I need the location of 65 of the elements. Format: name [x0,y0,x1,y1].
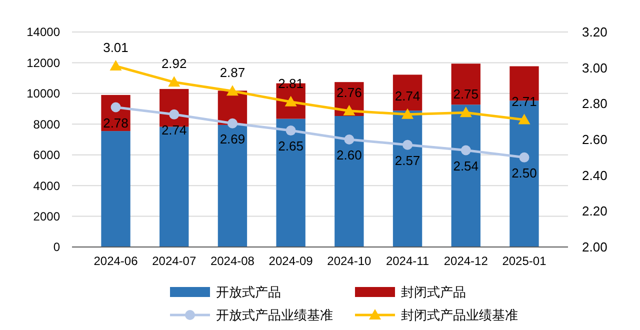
point [227,118,238,128]
point [168,76,180,87]
y-tick-label: 8000 [33,117,60,132]
data-label: 2.50 [512,165,537,180]
point [110,60,122,71]
y-tick-label: 6000 [33,148,60,162]
point [402,108,414,119]
data-label: 2.54 [453,158,479,174]
x-tick-label: 2024-10 [327,254,372,268]
y2-tick-label: 2.60 [582,132,608,148]
legend-label: 开放式产品 [216,284,281,300]
point [110,102,121,112]
bar [101,131,130,247]
legend-label: 封闭式产品业绩基准 [401,308,518,323]
point [460,145,471,156]
y2-tick-label: 2.20 [582,204,608,219]
bar [334,116,364,247]
point [402,140,413,150]
bar [392,110,422,247]
x-tick-label: 2024-09 [268,254,314,268]
legend-label: 封闭式产品 [401,284,466,300]
point [344,134,354,144]
point [518,114,530,124]
x-tick-label: 2024-12 [444,254,488,268]
data-label: 3.01 [103,40,128,56]
x-tick-label: 2025-01 [502,254,547,268]
bar [451,64,480,105]
point [519,152,530,162]
data-label: 2.78 [103,115,128,130]
data-label: 2.69 [220,131,246,146]
bar [160,126,189,247]
y-tick-label: 4000 [33,178,60,193]
y-tick-label: 2000 [33,209,60,224]
point [343,104,356,116]
x-tick-label: 2024-08 [210,254,255,268]
y-tick-label: 14000 [26,25,60,40]
y-tick-label: 0 [53,240,60,254]
point [286,126,296,136]
bar [218,124,248,247]
data-label: 2.65 [278,138,304,154]
legend-label: 开放式产品业绩基准 [216,308,333,323]
x-tick-label: 2024-07 [152,254,196,268]
bar [276,118,306,247]
y2-tick-label: 2.80 [582,96,608,112]
bar [392,74,422,111]
data-label: 2.60 [336,148,362,162]
y2-tick-label: 2.00 [582,240,608,255]
data-label: 2.76 [336,84,362,100]
data-label: 2.92 [161,56,187,72]
data-label: 2.74 [394,88,420,104]
point [226,85,238,96]
y-tick-label: 12000 [26,56,60,70]
data-label: 2.75 [453,86,479,102]
bar [451,104,480,247]
data-label: 2.57 [394,152,420,168]
y2-tick-label: 3.20 [582,24,608,40]
point [460,106,472,118]
data-label: 2.87 [220,65,246,80]
x-tick-label: 2024-06 [94,254,138,268]
y2-tick-label: 3.00 [582,60,608,76]
point [169,109,180,120]
y-tick-label: 10000 [26,86,60,101]
data-label: 2.74 [161,122,187,138]
x-tick-label: 2024-11 [386,254,430,268]
y2-tick-label: 2.40 [582,168,608,183]
